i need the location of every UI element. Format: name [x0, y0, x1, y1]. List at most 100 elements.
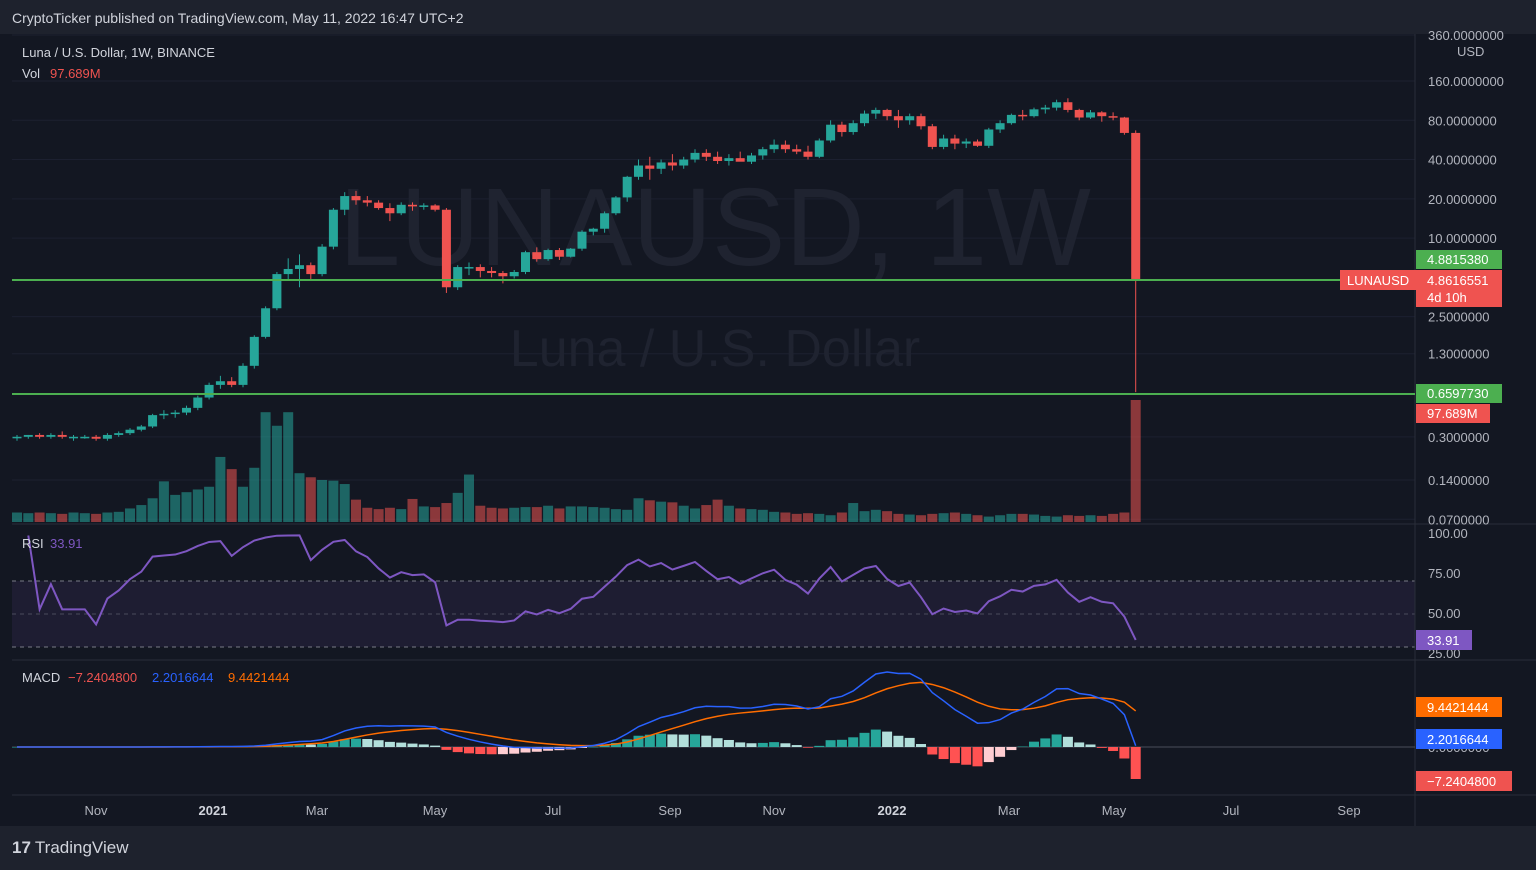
badge-symbol-tag	[1340, 270, 1416, 290]
volume-bar	[384, 507, 395, 522]
volume-bar	[633, 498, 644, 522]
macd-hist-bar	[1108, 747, 1119, 751]
volume-bar	[757, 509, 768, 522]
volume-bar	[543, 505, 554, 522]
candle-body	[35, 434, 45, 437]
macd-hist-bar	[949, 747, 960, 764]
time-tick: Nov	[762, 803, 786, 818]
price-axis[interactable]: 360.0000000 160.0000000 80.0000000 40.00000…	[1428, 28, 1504, 527]
macd-hist-bar	[520, 747, 531, 753]
macd-hist-bar	[418, 744, 429, 747]
volume-bar	[1051, 516, 1062, 522]
volume-bar	[554, 508, 565, 522]
volume-bar	[882, 511, 893, 522]
rsi-line	[27, 534, 1137, 641]
macd-hist-bar	[373, 740, 384, 747]
macd-hist-bar	[464, 747, 474, 754]
volume-bar	[305, 477, 316, 522]
candle-body	[758, 149, 768, 156]
volume-bar	[1006, 513, 1017, 522]
candle-body	[57, 434, 67, 437]
candle-body	[215, 381, 225, 385]
candle-body	[238, 365, 248, 385]
macd-hist-bar	[1040, 738, 1051, 747]
macd-hist-bar	[362, 739, 373, 747]
candles	[12, 98, 1141, 441]
volume-bar	[23, 513, 34, 522]
volume-bar	[373, 509, 384, 522]
candle-body	[611, 197, 621, 214]
volume-bar	[125, 508, 135, 522]
candle-body	[701, 152, 711, 157]
candle-body	[498, 273, 508, 277]
candle-body	[475, 267, 485, 271]
legend-vol-label[interactable]: Vol	[22, 66, 40, 81]
candle-body	[487, 270, 497, 274]
candle-body	[419, 205, 429, 207]
macd-hist-bar	[1029, 741, 1039, 747]
candle-body	[1018, 114, 1028, 117]
volume-bar	[690, 508, 700, 522]
price-tick: 0.1400000	[1428, 473, 1489, 488]
volume-bar	[644, 500, 655, 522]
candle-body	[803, 151, 813, 157]
candle-body	[656, 162, 666, 169]
candle-body	[893, 116, 903, 121]
tradingview-logo[interactable]: 17 TradingView	[12, 838, 128, 858]
volume-bar	[746, 509, 757, 522]
volume-bar	[848, 503, 859, 522]
badge-volume-text: 97.689M	[1427, 406, 1478, 421]
candle-body	[80, 436, 90, 439]
macd-hist-bar	[317, 743, 328, 747]
candle-body	[1029, 109, 1039, 117]
candle-body	[577, 231, 587, 249]
macd-hist-bar	[531, 747, 542, 752]
volume-bar	[328, 480, 339, 522]
macd-hist-bar	[497, 747, 508, 755]
time-tick: May	[423, 803, 448, 818]
macd-histogram	[12, 729, 1141, 779]
volume-bar	[464, 474, 474, 522]
volume-bar	[497, 508, 508, 522]
time-tick: Sep	[1337, 803, 1360, 818]
time-tick: Mar	[998, 803, 1021, 818]
volume-bar	[1108, 513, 1119, 522]
macd-hist-bar	[791, 745, 802, 747]
legend-macd-label[interactable]: MACD	[22, 670, 60, 685]
macd-hist-bar	[656, 733, 667, 747]
volume-bar	[667, 502, 678, 522]
time-axis[interactable]: Nov 2021 Mar May Jul Sep Nov 2022 Mar May Jul Sep	[84, 803, 1360, 818]
candle-body	[780, 144, 790, 150]
candle-body	[408, 204, 417, 207]
badge-macd-line-text: 2.2016644	[1427, 732, 1488, 747]
volume-bar	[271, 425, 282, 522]
macd-hist-bar	[825, 740, 836, 747]
macd-hist-bar	[848, 737, 859, 747]
volume-bar	[283, 412, 294, 522]
price-tick: 360.0000000	[1428, 28, 1504, 43]
macd-hist-bar	[995, 747, 1006, 757]
volume-bar	[599, 507, 610, 522]
legend-symbol[interactable]: Luna / U.S. Dollar, 1W, BINANCE	[22, 45, 215, 60]
candle-body	[950, 138, 960, 144]
candle-body	[430, 205, 440, 210]
time-tick: Jul	[545, 803, 562, 818]
candle-body	[724, 158, 734, 161]
volume-bar	[215, 456, 226, 522]
candle-body	[159, 413, 169, 416]
macd-hist-bar	[757, 742, 768, 747]
candle-body	[69, 436, 78, 439]
candle-body	[1119, 117, 1129, 133]
candle-body	[747, 155, 756, 162]
candle-body	[102, 434, 112, 439]
candle-body	[645, 165, 655, 169]
macd-hist-bar	[305, 744, 316, 747]
volume-bar	[226, 469, 237, 522]
macd-hist-bar	[622, 739, 633, 747]
macd-hist-bar	[384, 741, 395, 747]
candle-body	[1006, 114, 1016, 124]
volume-bar	[12, 512, 22, 522]
volume-bar	[577, 506, 587, 522]
legend-rsi-label[interactable]: RSI	[22, 536, 44, 551]
